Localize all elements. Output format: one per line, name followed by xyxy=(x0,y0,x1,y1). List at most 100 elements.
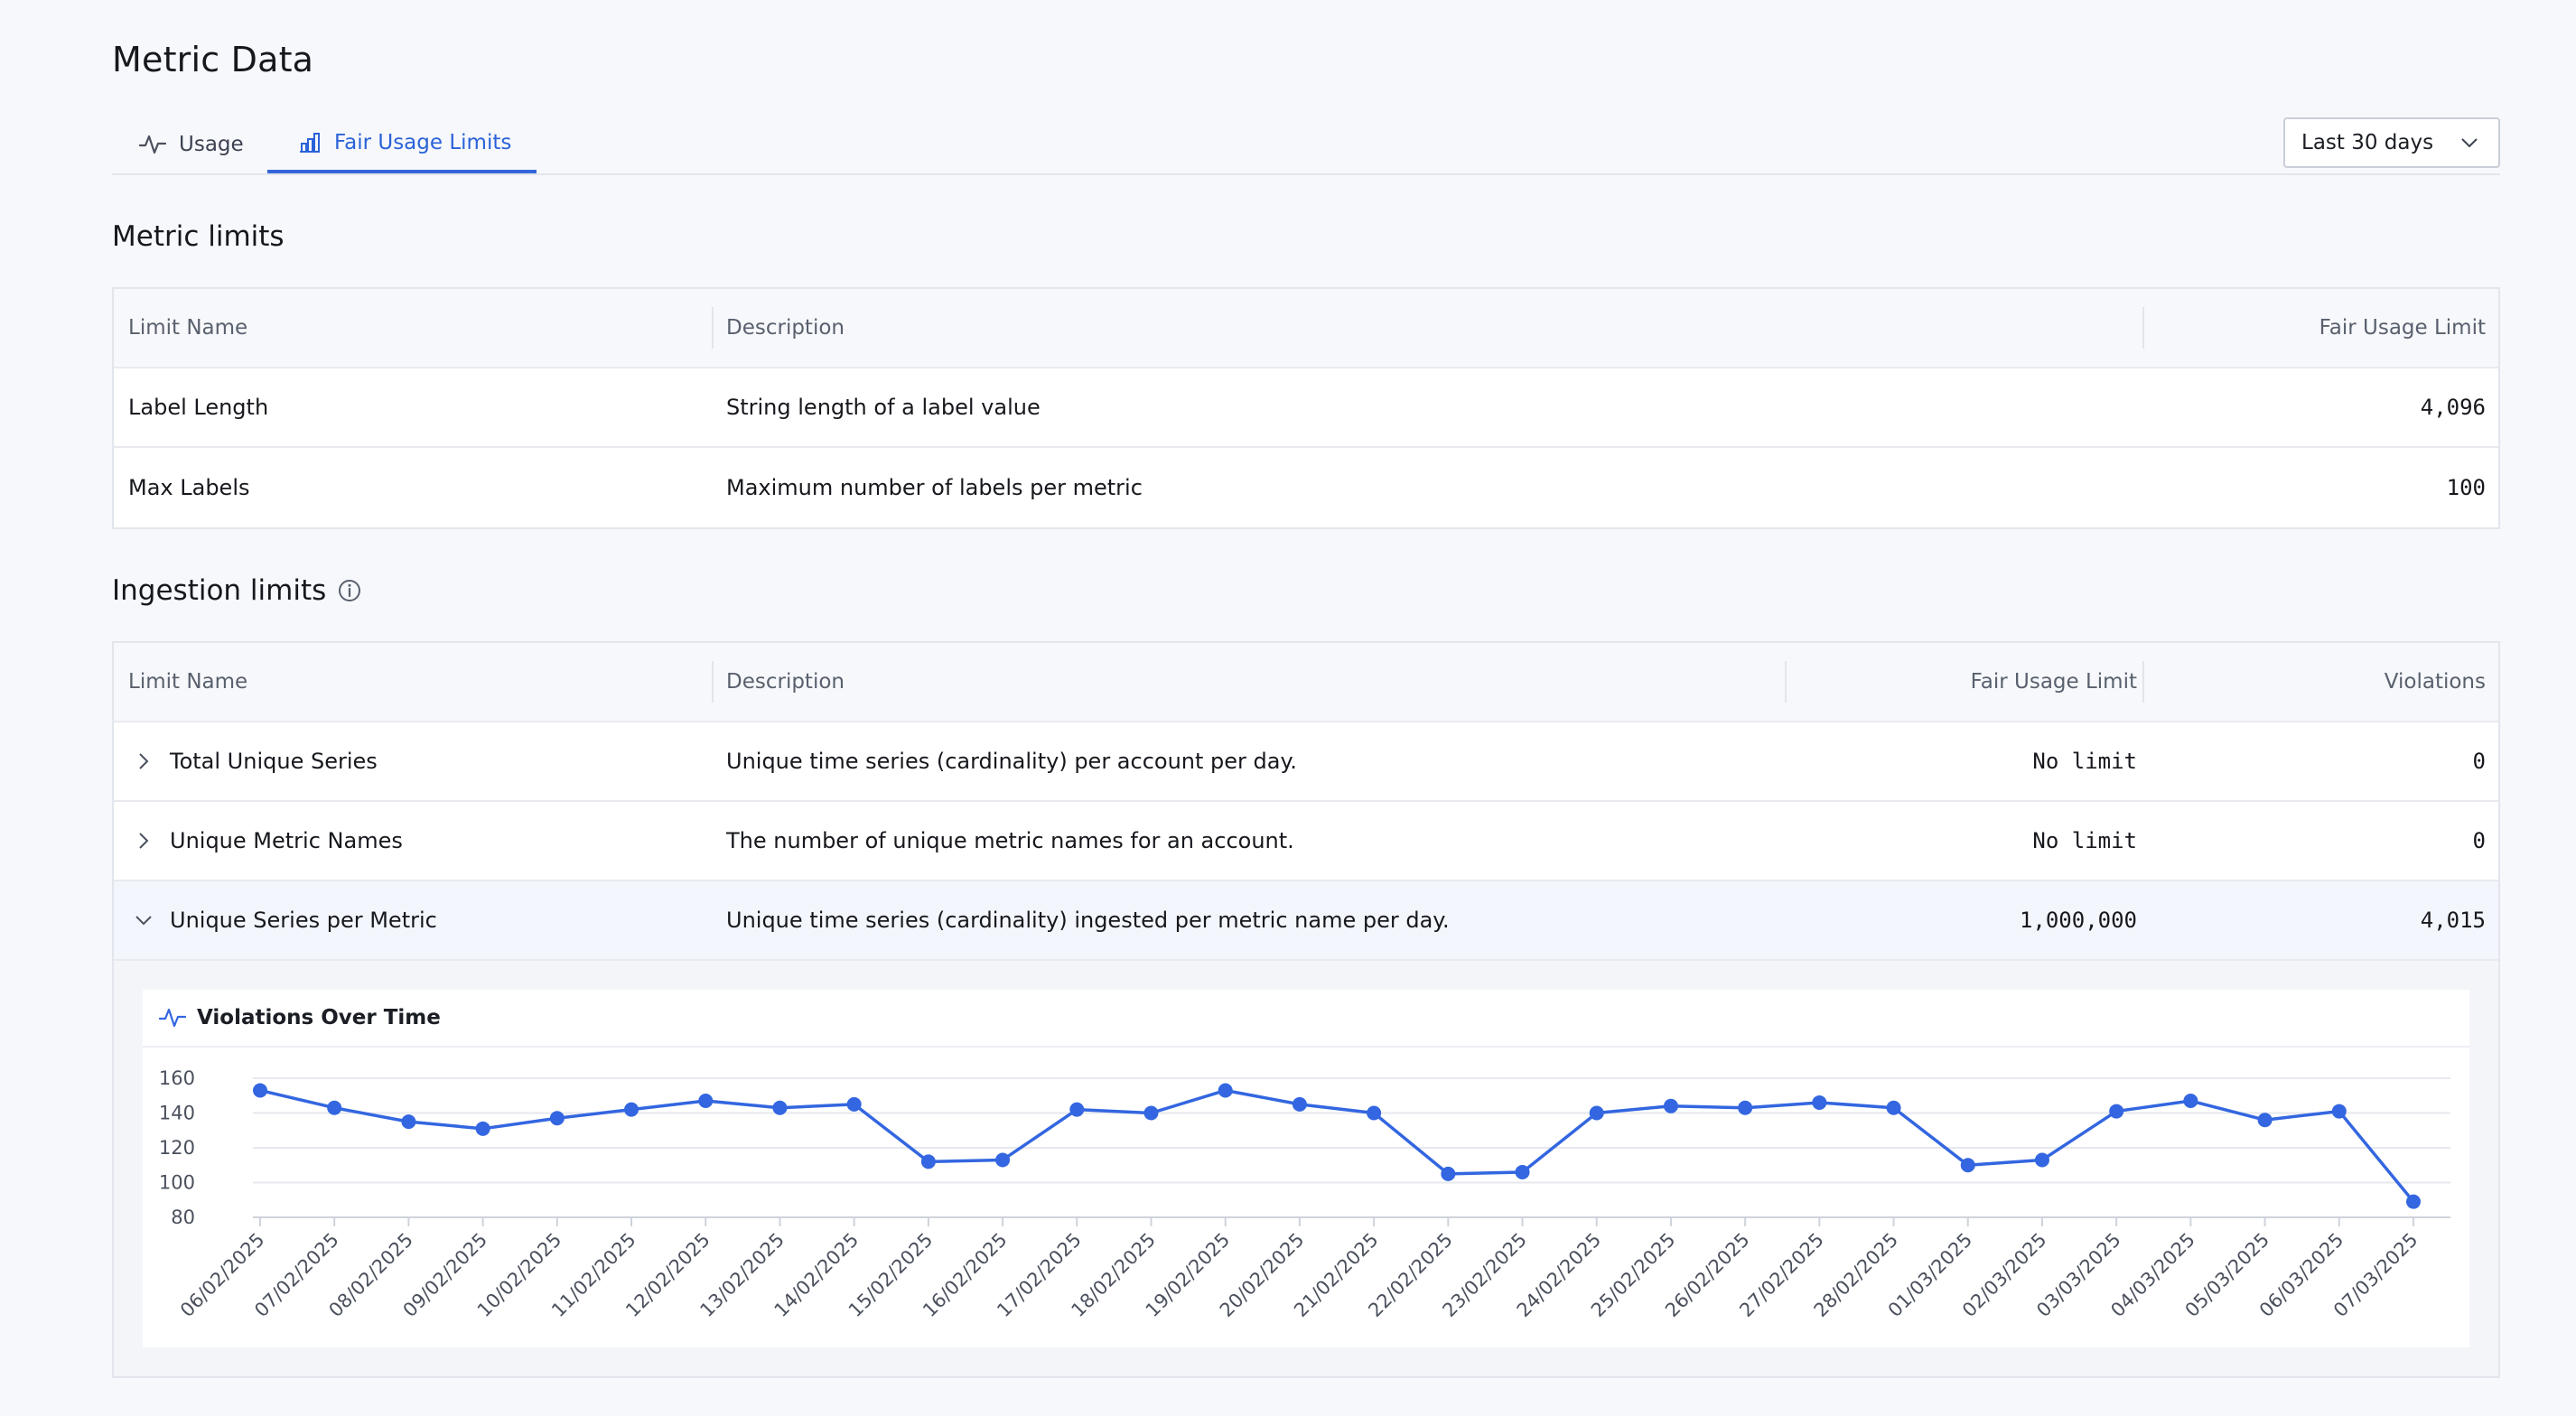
violations-chart-card: Violations Over Time 80 100 120 140 160 06/02… xyxy=(143,990,2469,1347)
table-row-expandable[interactable]: Unique Metric Names The number of unique… xyxy=(114,802,2498,881)
limit-description: Maximum number of labels per metric xyxy=(726,475,1143,500)
chart-title-text: Violations Over Time xyxy=(197,1006,441,1029)
data-point xyxy=(2257,1113,2273,1128)
data-point xyxy=(475,1121,490,1136)
table-row-expandable[interactable]: Total Unique Series Unique time series (… xyxy=(114,722,2498,802)
limit-value: 1,000,000 xyxy=(2019,908,2137,933)
data-point xyxy=(327,1100,342,1115)
data-point xyxy=(1069,1102,1085,1117)
info-icon[interactable] xyxy=(337,578,362,603)
limit-description: String length of a label value xyxy=(726,395,1041,420)
table-header-row: Limit Name Description Fair Usage Limit xyxy=(114,289,2498,368)
chevron-right-icon[interactable] xyxy=(134,831,154,851)
ingestion-limits-title-text: Ingestion limits xyxy=(112,574,327,607)
data-point xyxy=(1515,1164,1530,1179)
limit-name: Max Labels xyxy=(128,475,250,500)
ingestion-limits-title: Ingestion limits xyxy=(112,574,362,607)
limit-value: 4,096 xyxy=(2420,395,2486,420)
data-point xyxy=(2406,1194,2421,1209)
chevron-right-icon[interactable] xyxy=(134,751,154,771)
column-header-fair-usage-limit: Fair Usage Limit xyxy=(1785,643,2137,721)
chart-title: Violations Over Time xyxy=(159,990,441,1046)
metric-limits-title-text: Metric limits xyxy=(112,220,285,253)
limit-description: Unique time series (cardinality) ingeste… xyxy=(726,908,1450,933)
column-header-fair-usage-limit: Fair Usage Limit xyxy=(2142,289,2486,367)
limit-description: The number of unique metric names for an… xyxy=(726,828,1294,853)
limit-name: Total Unique Series xyxy=(170,749,378,774)
limit-name: Label Length xyxy=(128,395,269,420)
chart-title-divider xyxy=(143,1046,2469,1048)
data-point xyxy=(253,1083,267,1098)
violations-value: 0 xyxy=(2472,749,2486,774)
bar-chart-icon xyxy=(300,133,320,153)
data-point xyxy=(2109,1104,2124,1119)
limit-value: No limit xyxy=(2032,828,2137,853)
data-point xyxy=(1218,1083,1233,1098)
ingestion-limits-table: Limit Name Description Fair Usage Limit … xyxy=(112,641,2500,1378)
y-tick-label: 120 xyxy=(159,1137,195,1159)
tab-usage-label: Usage xyxy=(179,133,244,156)
y-tick-label: 140 xyxy=(159,1103,195,1124)
limit-description: Unique time series (cardinality) per acc… xyxy=(726,749,1297,774)
violations-value: 4,015 xyxy=(2420,908,2486,933)
tab-fair-usage-limits-label: Fair Usage Limits xyxy=(334,131,512,154)
data-point xyxy=(772,1100,788,1115)
data-point xyxy=(2034,1152,2049,1168)
data-point xyxy=(2183,1094,2198,1109)
page-title: Metric Data xyxy=(112,40,314,79)
y-tick-label: 100 xyxy=(159,1172,195,1194)
activity-icon xyxy=(139,135,166,154)
limit-name: Unique Metric Names xyxy=(170,828,403,853)
column-header-violations: Violations xyxy=(2142,643,2486,721)
tab-bar: Usage Fair Usage Limits xyxy=(112,116,2500,175)
y-tick-label: 80 xyxy=(171,1206,195,1228)
table-header-row: Limit Name Description Fair Usage Limit … xyxy=(114,643,2498,722)
table-row: Max Labels Maximum number of labels per … xyxy=(114,448,2498,527)
data-point xyxy=(1960,1158,1975,1173)
column-header-description: Description xyxy=(712,289,2139,367)
violations-value: 0 xyxy=(2472,828,2486,853)
time-range-select[interactable]: Last 30 days xyxy=(2283,117,2500,168)
data-point xyxy=(1441,1166,1456,1181)
data-point xyxy=(624,1102,639,1117)
metric-limits-table: Limit Name Description Fair Usage Limit … xyxy=(112,287,2500,529)
limit-name-cell: Unique Metric Names xyxy=(134,802,712,880)
data-point xyxy=(1589,1105,1604,1121)
tab-usage[interactable]: Usage xyxy=(139,116,275,173)
data-point xyxy=(1886,1100,1901,1115)
data-point xyxy=(2331,1104,2347,1119)
limit-value: 100 xyxy=(2446,475,2486,500)
column-header-limit-name: Limit Name xyxy=(128,670,248,694)
column-header-description: Description xyxy=(712,643,1895,721)
data-point xyxy=(920,1154,936,1169)
data-point xyxy=(846,1096,862,1112)
data-point xyxy=(549,1111,565,1126)
table-row-expanded[interactable]: Unique Series per Metric Unique time ser… xyxy=(114,881,2498,961)
time-range-value: Last 30 days xyxy=(2301,131,2434,154)
table-row: Label Length String length of a label va… xyxy=(114,368,2498,448)
data-point xyxy=(401,1114,416,1130)
metric-limits-title: Metric limits xyxy=(112,220,285,253)
data-point xyxy=(995,1152,1011,1168)
data-point xyxy=(698,1094,714,1109)
chevron-down-icon[interactable] xyxy=(134,910,154,930)
tab-fair-usage-limits[interactable]: Fair Usage Limits xyxy=(267,116,537,173)
chevron-down-icon xyxy=(2461,138,2478,148)
limit-value: No limit xyxy=(2032,749,2137,774)
y-tick-label: 160 xyxy=(159,1067,195,1089)
limit-name-cell: Unique Series per Metric xyxy=(134,881,712,959)
data-point xyxy=(1367,1105,1382,1121)
series-line xyxy=(259,1088,2415,1203)
data-point xyxy=(1738,1100,1753,1115)
limit-name: Unique Series per Metric xyxy=(170,908,437,933)
column-header-limit-name: Limit Name xyxy=(128,316,248,340)
data-point xyxy=(1663,1098,1678,1113)
expanded-detail-panel: Violations Over Time 80 100 120 140 160 06/02… xyxy=(114,961,2498,1376)
data-point xyxy=(1143,1105,1159,1121)
activity-icon xyxy=(159,1008,186,1028)
data-point xyxy=(1292,1096,1307,1112)
violations-line-chart: 8010012014016006/02/202507/02/202508/02/… xyxy=(159,1067,2450,1321)
limit-name-cell: Total Unique Series xyxy=(134,722,712,800)
data-point xyxy=(1812,1095,1827,1110)
